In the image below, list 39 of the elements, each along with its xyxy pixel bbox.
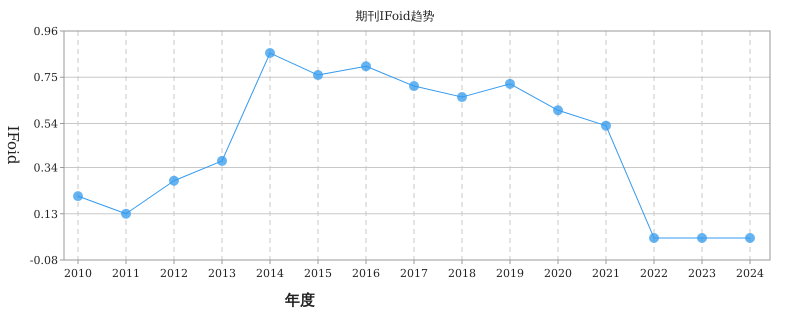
point: [601, 120, 611, 131]
point: [73, 191, 83, 202]
point: [409, 81, 419, 92]
x-tick-label: 2014: [256, 267, 284, 280]
x-tick-label: 2024: [736, 267, 764, 280]
x-tick-label: 2021: [592, 267, 620, 280]
point: [361, 61, 371, 72]
x-tick-label: 2012: [160, 267, 188, 280]
point: [649, 232, 659, 243]
point: [313, 70, 323, 80]
x-tick-label: 2010: [64, 267, 92, 280]
x-tick-label: 2019: [496, 267, 524, 280]
point: [697, 232, 707, 243]
point: [553, 105, 563, 116]
point: [217, 156, 227, 166]
x-axis-title: 年度: [284, 291, 315, 309]
x-tick-label: 2013: [208, 267, 236, 280]
y-tick-label: -0.08: [30, 254, 58, 267]
x-tick-label: 2017: [400, 267, 428, 280]
point: [505, 78, 515, 89]
y-tick-label: 0.13: [34, 208, 58, 221]
x-tick-label: 2022: [640, 267, 668, 280]
y-tick-label: 0.54: [34, 117, 58, 130]
y-tick-label: 0.75: [34, 71, 58, 84]
point: [169, 176, 179, 186]
point: [265, 48, 275, 58]
point: [121, 208, 131, 219]
x-tick-label: 2011: [112, 267, 140, 280]
y-tick-label: 0.96: [34, 25, 58, 38]
y-tick-label: 0.34: [34, 162, 58, 175]
x-tick-label: 2015: [304, 267, 332, 280]
x-tick-label: 2018: [448, 267, 476, 280]
x-tick-label: 2020: [544, 267, 572, 280]
point: [745, 232, 755, 243]
point: [457, 92, 467, 102]
y-axis-title: IFoid: [4, 126, 22, 165]
x-tick-label: 2016: [352, 267, 380, 280]
chart-title: 期刊IFoid趋势: [355, 9, 435, 23]
x-tick-label: 2023: [688, 267, 716, 280]
